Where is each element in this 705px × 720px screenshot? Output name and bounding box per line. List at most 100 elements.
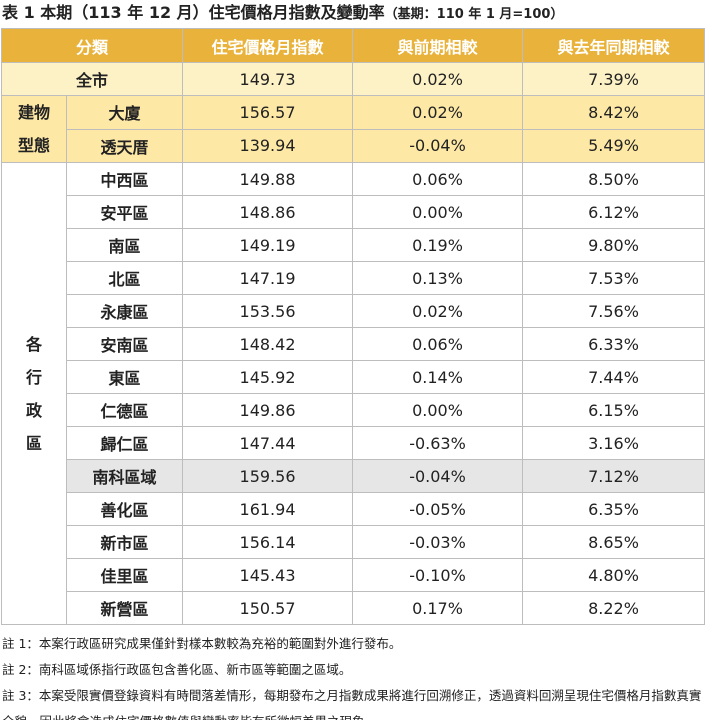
- value-cell: 6.15%: [522, 393, 705, 427]
- value-cell: -0.63%: [352, 426, 524, 460]
- index-table: 分類 住宅價格月指數 與前期相較 與去年同期相較 全市 149.73 0.02% 7.39% 建…: [0, 28, 705, 625]
- value-cell: 149.86: [182, 393, 354, 427]
- header-cell: 住宅價格月指數: [182, 28, 354, 63]
- data-row: 北區 147.19 0.13% 7.53%: [1, 261, 705, 295]
- value-cell: 145.43: [182, 558, 354, 592]
- notes: 註 1：本案行政區研究成果僅針對樣本數較為充裕的範圍對外進行發布。註 2：南科區…: [0, 631, 705, 720]
- value-cell: 8.42%: [522, 95, 705, 130]
- title-note: （基期：110 年 1 月=100）: [384, 7, 564, 22]
- value-cell: 8.22%: [522, 591, 705, 625]
- row-name: 安平區: [65, 195, 184, 229]
- note: 註 2：南科區域係指行政區包含善化區、新市區等範圍之區域。: [2, 662, 352, 677]
- row-name: 安南區: [65, 327, 184, 361]
- value-cell: 5.49%: [522, 128, 705, 163]
- value-cell: 156.57: [182, 95, 354, 130]
- value-cell: 150.57: [182, 591, 354, 625]
- value-cell: 149.88: [182, 162, 354, 196]
- data-row: 東區 145.92 0.14% 7.44%: [1, 360, 705, 394]
- value-cell: 6.35%: [522, 492, 705, 526]
- value-cell: 0.06%: [352, 327, 524, 361]
- value-cell: 0.02%: [352, 62, 524, 96]
- data-row: 歸仁區 147.44 -0.63% 3.16%: [1, 426, 705, 460]
- value-cell: 9.80%: [522, 228, 705, 262]
- value-cell: 6.33%: [522, 327, 705, 361]
- value-cell: 153.56: [182, 294, 354, 328]
- group-label-line: 政: [25, 400, 42, 420]
- row-name: 歸仁區: [65, 426, 184, 460]
- value-cell: -0.10%: [352, 558, 524, 592]
- value-cell: 0.00%: [352, 393, 524, 427]
- value-cell: 7.56%: [522, 294, 705, 328]
- value-cell: 159.56: [182, 459, 354, 493]
- data-row: 佳里區 145.43 -0.10% 4.80%: [1, 558, 705, 592]
- header-cell: 與前期相較: [352, 28, 524, 63]
- data-row: 安平區 148.86 0.00% 6.12%: [1, 195, 705, 229]
- value-cell: -0.04%: [352, 459, 524, 493]
- row-name: 永康區: [65, 294, 184, 328]
- data-row: 新市區 156.14 -0.03% 8.65%: [1, 525, 705, 559]
- title-text: 表 1 本期（113 年 12 月）住宅價格月指數及變動率: [2, 3, 385, 22]
- value-cell: 0.17%: [352, 591, 524, 625]
- value-cell: -0.04%: [352, 128, 524, 163]
- value-cell: 7.44%: [522, 360, 705, 394]
- header-row: 分類 住宅價格月指數 與前期相較 與去年同期相較: [0, 28, 705, 63]
- group-label: 各行政區: [1, 162, 67, 625]
- value-cell: 0.19%: [352, 228, 524, 262]
- value-cell: 8.50%: [522, 162, 705, 196]
- value-cell: 149.19: [182, 228, 354, 262]
- row-name: 全市: [0, 62, 184, 96]
- data-row: 善化區 161.94 -0.05% 6.35%: [1, 492, 705, 526]
- value-cell: 0.06%: [352, 162, 524, 196]
- value-cell: 0.00%: [352, 195, 524, 229]
- row-name: 善化區: [65, 492, 184, 526]
- title: 表 1 本期（113 年 12 月）住宅價格月指數及變動率（基期：110 年 1…: [0, 0, 705, 28]
- group-label-line: 各: [25, 334, 42, 354]
- data-row: 南科區域 159.56 -0.04% 7.12%: [1, 459, 705, 493]
- data-row: 各行政區中西區 149.88 0.06% 8.50%: [1, 162, 705, 625]
- value-cell: 149.73: [182, 62, 354, 96]
- group-label-line: 行: [25, 367, 42, 387]
- row-name: 南區: [65, 228, 184, 262]
- row-name: 透天厝: [65, 128, 184, 163]
- value-cell: 161.94: [182, 492, 354, 526]
- value-cell: 7.53%: [522, 261, 705, 295]
- row-name: 東區: [65, 360, 184, 394]
- group-label-line: 區: [25, 433, 42, 453]
- value-cell: 6.12%: [522, 195, 705, 229]
- value-cell: 3.16%: [522, 426, 705, 460]
- value-cell: 148.86: [182, 195, 354, 229]
- group-label-line: 建物: [17, 103, 50, 122]
- row-name: 北區: [65, 261, 184, 295]
- data-row: 安南區 148.42 0.06% 6.33%: [1, 327, 705, 361]
- group-label: 建物 型態: [1, 95, 67, 163]
- value-cell: 4.80%: [522, 558, 705, 592]
- value-cell: 0.14%: [352, 360, 524, 394]
- data-row: 永康區 153.56 0.02% 7.56%: [1, 294, 705, 328]
- note: 註 3：本案受限實價登錄資料有時間落差情形，每期發布之月指數成果將進行回溯修正，…: [2, 688, 702, 720]
- value-cell: 147.19: [182, 261, 354, 295]
- row-name: 中西區: [65, 162, 184, 196]
- data-row: 仁德區 149.86 0.00% 6.15%: [1, 393, 705, 427]
- data-row: 新營區 150.57 0.17% 8.22%: [1, 591, 705, 625]
- total-row: 全市 149.73 0.02% 7.39%: [0, 62, 705, 96]
- value-cell: 0.02%: [352, 294, 524, 328]
- value-cell: 0.13%: [352, 261, 524, 295]
- value-cell: 148.42: [182, 327, 354, 361]
- value-cell: 7.12%: [522, 459, 705, 493]
- row-name: 仁德區: [65, 393, 184, 427]
- row-name: 大廈: [65, 95, 184, 130]
- data-row: 南區 149.19 0.19% 9.80%: [1, 228, 705, 262]
- data-row: 透天厝 139.94 -0.04% 5.49%: [1, 128, 705, 163]
- note: 註 1：本案行政區研究成果僅針對樣本數較為充裕的範圍對外進行發布。: [2, 636, 402, 651]
- header-cell: 分類: [0, 28, 184, 63]
- data-row: 建物 型態 大廈 156.57 0.02% 8.42%: [1, 95, 705, 163]
- group-label-line: 型態: [17, 136, 50, 155]
- value-cell: 156.14: [182, 525, 354, 559]
- row-name: 新市區: [65, 525, 184, 559]
- value-cell: 139.94: [182, 128, 354, 163]
- row-name: 佳里區: [65, 558, 184, 592]
- value-cell: 7.39%: [522, 62, 705, 96]
- value-cell: 145.92: [182, 360, 354, 394]
- value-cell: -0.05%: [352, 492, 524, 526]
